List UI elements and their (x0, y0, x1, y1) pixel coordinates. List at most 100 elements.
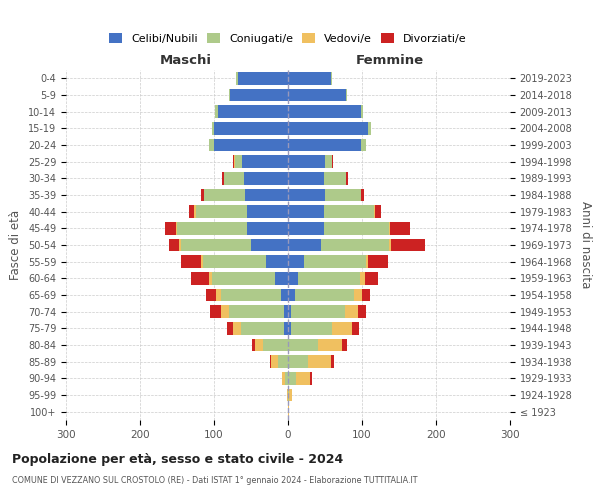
Bar (346, 172, 348, 184)
Bar (206, 289, 216, 301)
Bar (266, 256, 288, 268)
Bar (325, 188, 361, 201)
Bar (251, 239, 288, 251)
Bar (176, 222, 177, 234)
Bar (288, 306, 291, 318)
Bar (361, 138, 366, 151)
Bar (241, 322, 284, 334)
Bar (212, 122, 214, 134)
Bar (366, 256, 368, 268)
Bar (368, 122, 371, 134)
Bar (212, 272, 275, 284)
Bar (288, 172, 323, 184)
Bar (288, 339, 317, 351)
Bar (376, 206, 380, 218)
Bar (203, 188, 205, 201)
Bar (291, 306, 345, 318)
Bar (346, 89, 347, 101)
Bar (244, 172, 288, 184)
Bar (288, 322, 291, 334)
Bar (247, 222, 288, 234)
Y-axis label: Fasce di età: Fasce di età (10, 210, 22, 280)
Bar (320, 239, 389, 251)
Bar (289, 389, 292, 401)
Bar (181, 239, 251, 251)
Bar (224, 172, 244, 184)
Bar (227, 322, 233, 334)
Bar (218, 106, 288, 118)
Bar (288, 156, 325, 168)
Bar (216, 289, 221, 301)
Bar (189, 206, 194, 218)
Bar (209, 272, 212, 284)
Bar (296, 372, 310, 384)
Bar (288, 289, 295, 301)
Bar (209, 138, 214, 151)
Bar (284, 322, 288, 334)
Bar (288, 89, 346, 101)
Bar (323, 172, 346, 184)
Bar (345, 306, 358, 318)
Bar (205, 188, 245, 201)
Bar (169, 239, 179, 251)
Bar (271, 356, 278, 368)
Bar (362, 289, 370, 301)
Text: Femmine: Femmine (356, 54, 424, 66)
Bar (242, 156, 288, 168)
Bar (196, 206, 247, 218)
Bar (194, 206, 196, 218)
Bar (323, 206, 374, 218)
Bar (323, 222, 389, 234)
Bar (288, 239, 320, 251)
Bar (288, 272, 298, 284)
Bar (295, 289, 354, 301)
Bar (181, 256, 202, 268)
Text: COMUNE DI VEZZANO SUL CROSTOLO (RE) - Dati ISTAT 1° gennaio 2024 - Elaborazione : COMUNE DI VEZZANO SUL CROSTOLO (RE) - Da… (12, 476, 418, 485)
Bar (191, 272, 209, 284)
Bar (332, 156, 333, 168)
Bar (254, 339, 263, 351)
Bar (200, 188, 203, 201)
Bar (389, 222, 390, 234)
Bar (233, 322, 241, 334)
Bar (230, 89, 288, 101)
Bar (365, 272, 377, 284)
Bar (285, 372, 288, 384)
Bar (304, 256, 366, 268)
Bar (236, 72, 238, 85)
Bar (288, 122, 368, 134)
Bar (342, 339, 347, 351)
Bar (214, 122, 288, 134)
Bar (214, 138, 288, 151)
Bar (275, 272, 288, 284)
Bar (298, 272, 360, 284)
Bar (202, 256, 203, 268)
Bar (390, 222, 410, 234)
Text: Maschi: Maschi (160, 54, 212, 66)
Bar (288, 106, 361, 118)
Bar (310, 372, 311, 384)
Bar (282, 372, 285, 384)
Bar (360, 272, 365, 284)
Bar (332, 322, 352, 334)
Bar (221, 306, 229, 318)
Bar (374, 206, 376, 218)
Bar (281, 289, 288, 301)
Bar (352, 322, 359, 334)
Bar (331, 72, 332, 85)
Bar (269, 356, 271, 368)
Bar (391, 239, 425, 251)
Bar (317, 339, 342, 351)
Bar (203, 256, 266, 268)
Bar (233, 156, 234, 168)
Bar (361, 188, 364, 201)
Bar (368, 256, 388, 268)
Bar (354, 289, 362, 301)
Bar (288, 256, 304, 268)
Bar (177, 222, 247, 234)
Bar (247, 206, 288, 218)
Bar (215, 106, 218, 118)
Bar (245, 188, 288, 201)
Bar (288, 356, 308, 368)
Bar (210, 306, 221, 318)
